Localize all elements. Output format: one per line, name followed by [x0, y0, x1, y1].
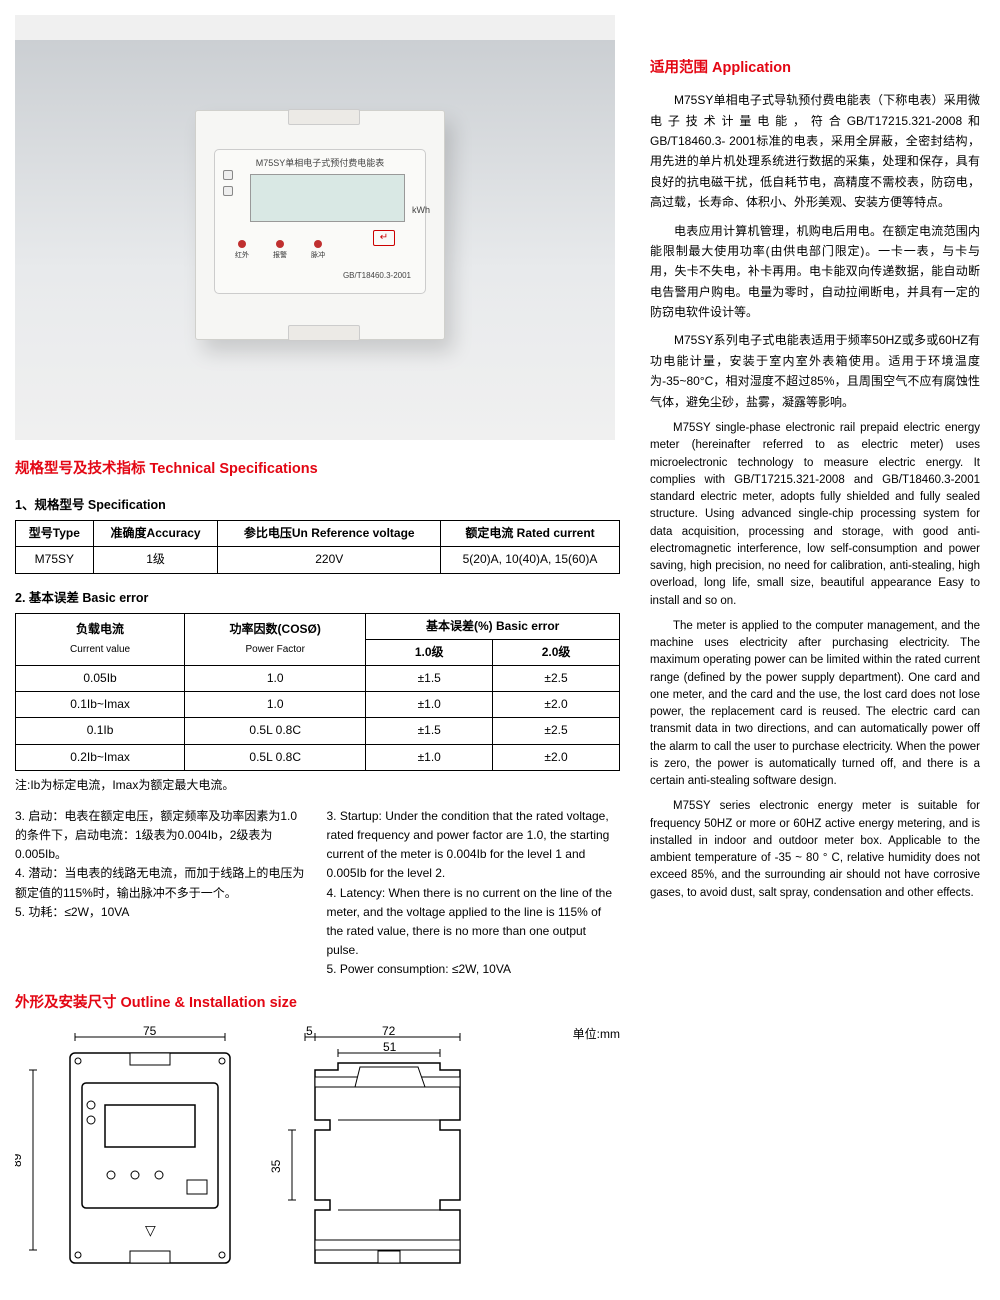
- svg-text:72: 72: [382, 1025, 396, 1038]
- svg-text:75: 75: [143, 1025, 157, 1038]
- enter-icon: ↵: [373, 230, 395, 246]
- meter-label: M75SY单相电子式预付费电能表: [225, 156, 415, 170]
- spec-table: 型号Type 准确度Accuracy 参比电压Un Reference volt…: [15, 520, 620, 573]
- app-para-en: The meter is applied to the computer man…: [650, 618, 980, 791]
- svg-text:35: 35: [270, 1159, 283, 1173]
- svg-text:89: 89: [15, 1153, 24, 1167]
- table-row: M75SY 1级 220V 5(20)A, 10(40)A, 15(60)A: [16, 547, 620, 573]
- table-row: 0.1Ib~Imax1.0±1.0±2.0: [16, 692, 620, 718]
- basic-error-note: 注:Ib为标定电流，Imax为额定最大电流。: [15, 776, 620, 795]
- app-para: M75SY单相电子式导轨预付费电能表（下称电表）采用微电子技术计量电能，符合GB…: [650, 90, 980, 212]
- table-row: 0.1Ib0.5L 0.8C±1.5±2.5: [16, 718, 620, 744]
- basic-error-table: 负载电流 Current value 功率因数(COSØ) Power Fact…: [15, 613, 620, 771]
- front-diagram: 75 89 ▽: [15, 1025, 245, 1285]
- standard-label: GB/T18460.3-2001: [343, 270, 411, 283]
- side-diagram: 72 51 5 35: [270, 1025, 480, 1285]
- app-para: 电表应用计算机管理，机购电后用电。在额定电流范围内能限制最大使用功率(由供电部门…: [650, 221, 980, 323]
- product-image: M75SY单相电子式预付费电能表 kWh 红外 报警 脉冲 ↵ GB/T1846…: [15, 15, 615, 440]
- tech-spec-title: 规格型号及技术指标 Technical Specifications: [15, 458, 620, 481]
- svg-text:51: 51: [383, 1040, 397, 1054]
- app-para-en: M75SY series electronic energy meter is …: [650, 798, 980, 902]
- app-para: M75SY系列电子式电能表适用于频率50HZ或多或60HZ有功电能计量，安装于室…: [650, 330, 980, 412]
- svg-text:▽: ▽: [145, 1222, 156, 1238]
- kwh-label: kWh: [412, 203, 430, 217]
- table-row: 0.05Ib1.0±1.5±2.5: [16, 665, 620, 691]
- outline-title: 外形及安装尺寸 Outline & Installation size: [15, 992, 620, 1015]
- app-para-en: M75SY single-phase electronic rail prepa…: [650, 420, 980, 610]
- spec-heading: 1、规格型号 Specification: [15, 495, 620, 515]
- notes-en: 3. Startup: Under the condition that the…: [327, 807, 621, 980]
- svg-text:5: 5: [306, 1025, 313, 1038]
- unit-label: 单位:mm: [573, 1025, 620, 1044]
- table-row: 0.2Ib~Imax0.5L 0.8C±1.0±2.0: [16, 744, 620, 770]
- application-title: 适用范围 Application: [650, 57, 980, 80]
- meter-device: M75SY单相电子式预付费电能表 kWh 红外 报警 脉冲 ↵ GB/T1846…: [195, 110, 445, 340]
- basic-error-heading: 2. 基本误差 Basic error: [15, 588, 620, 608]
- notes-cn: 3. 启动：电表在额定电压，额定频率及功率因素为1.0的条件下，启动电流：1级表…: [15, 807, 309, 980]
